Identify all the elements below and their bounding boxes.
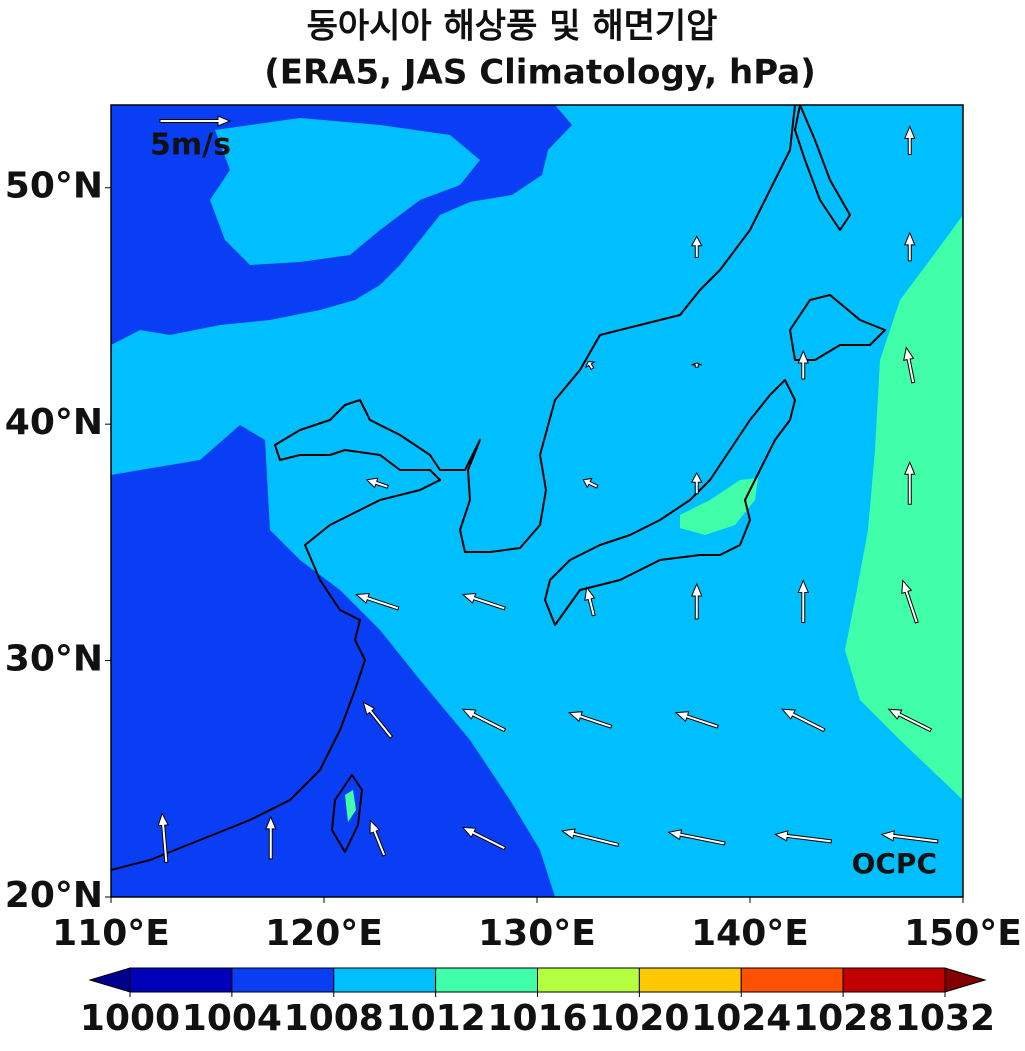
reference-arrow	[159, 115, 232, 127]
coastline	[111, 105, 796, 871]
colorbar-label: 1028	[793, 998, 893, 1039]
wind-arrow	[584, 586, 596, 617]
wind-arrow	[691, 362, 702, 368]
wind-arrow	[797, 349, 809, 380]
wind-arrow	[781, 708, 826, 733]
wind-arrow	[584, 361, 596, 371]
coastline	[331, 774, 363, 853]
y-tick-label: 30°N	[5, 639, 103, 680]
pressure-region	[210, 118, 480, 265]
colorbar-label: 1016	[487, 998, 587, 1039]
colorbar-segment	[740, 967, 844, 993]
colorbar-label: 1024	[691, 998, 791, 1039]
wind-arrow	[362, 701, 394, 739]
map-area	[111, 105, 963, 897]
colorbar-segment	[842, 967, 946, 993]
pressure-region	[680, 478, 758, 535]
wind-arrow	[369, 819, 387, 857]
wind-arrow	[904, 460, 916, 505]
wind-arrow	[674, 711, 719, 729]
reference-label: 5m/s	[150, 128, 231, 163]
title: 동아시아 해상풍 및 해면기압	[307, 7, 718, 47]
colorbar-label: 1032	[895, 998, 995, 1039]
wind-arrow	[773, 830, 832, 844]
colorbar-label: 1000	[80, 998, 180, 1039]
wind-arrow	[903, 346, 916, 384]
x-tick-label: 140°E	[691, 913, 809, 954]
wind-arrow	[904, 125, 916, 155]
coastline	[544, 379, 796, 626]
pressure-region	[111, 425, 555, 897]
wind-arrow	[461, 708, 507, 733]
coastline	[794, 105, 851, 231]
colorbar-segment	[333, 967, 437, 993]
colorbar-extend-high	[944, 967, 987, 993]
wind-arrow	[265, 815, 277, 860]
colorbar-label: 1008	[284, 998, 384, 1039]
wind-arrow	[690, 235, 703, 258]
wind-arrow	[901, 579, 919, 624]
wind-arrow	[880, 830, 939, 844]
wind-arrow	[582, 477, 599, 489]
wind-arrow	[568, 711, 613, 729]
y-tick-label: 40°N	[5, 402, 103, 443]
wind-arrow	[690, 471, 703, 495]
pressure-region	[345, 790, 356, 822]
wind-arrow	[904, 231, 916, 262]
y-tick-label: 50°N	[5, 166, 103, 207]
credit: OCPC	[852, 847, 937, 880]
colorbar-extend-low	[88, 967, 131, 993]
wind-arrow	[355, 592, 400, 611]
colorbar-segment	[638, 967, 742, 993]
wind-arrow	[560, 828, 620, 847]
x-tick-label: 150°E	[904, 913, 1022, 954]
colorbar-label: 1004	[182, 998, 282, 1039]
colorbar-segment	[129, 967, 233, 993]
x-tick-label: 130°E	[478, 913, 596, 954]
x-tick-label: 110°E	[52, 913, 170, 954]
colorbar-segment	[435, 967, 538, 993]
wind-arrow	[667, 829, 726, 846]
y-tick-label: 20°N	[5, 875, 103, 916]
wind-arrow	[887, 708, 933, 733]
x-tick-label: 120°E	[265, 913, 383, 954]
colorbar-label: 1012	[386, 998, 486, 1039]
colorbar-segment	[231, 967, 335, 993]
wind-arrow	[365, 477, 389, 489]
wind-arrow	[461, 826, 507, 851]
pressure-region	[845, 215, 963, 800]
subtitle: (ERA5, JAS Climatology, hPa)	[264, 53, 816, 93]
colorbar-segment	[537, 967, 640, 993]
colorbar-label: 1020	[589, 998, 689, 1039]
wind-arrow	[461, 592, 506, 611]
wind-arrow	[691, 582, 703, 620]
wind-arrow	[157, 812, 169, 864]
wind-arrow	[797, 579, 809, 623]
